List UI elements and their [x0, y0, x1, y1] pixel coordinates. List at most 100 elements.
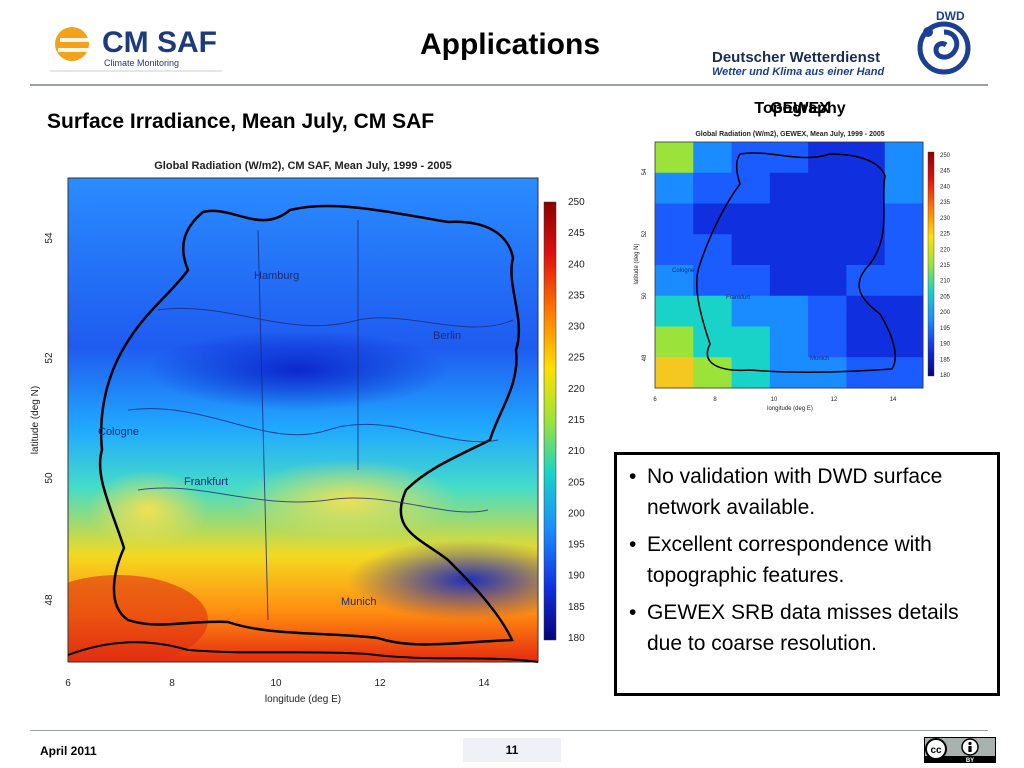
right-colorbar-tick: 185 — [940, 357, 951, 363]
gewex-grid-cell — [693, 172, 733, 204]
slide-title: Applications — [419, 28, 600, 61]
gewex-grid-cell — [808, 295, 847, 327]
gewex-grid-cell — [884, 203, 924, 235]
right-colorbar-tick: 215 — [940, 263, 951, 269]
gewex-grid-cell — [731, 326, 771, 358]
gewex-grid-cells — [655, 142, 924, 389]
right-colorbar-tick: 235 — [940, 200, 951, 206]
gewex-grid-cell — [846, 203, 886, 235]
gewex-grid-cell — [808, 265, 847, 297]
left-colorbar-tick: 180 — [568, 633, 585, 644]
left-city-munich: Munich — [341, 596, 376, 608]
left-y-label: latitude (deg N) — [30, 386, 41, 454]
header-divider — [30, 84, 988, 86]
right-y-tick: 50 — [642, 292, 648, 299]
germany-border-outline — [98, 204, 521, 646]
dwd-logo-badge: DWD — [936, 9, 965, 23]
cc-by-license-icon[interactable]: cc BY — [924, 737, 996, 764]
gewex-grid-cell — [731, 295, 771, 327]
gewex-grid-cell — [808, 203, 847, 235]
right-map-title: Global Radiation (W/m2), GEWEX, Mean Jul… — [695, 131, 884, 138]
left-colorbar-tick: 220 — [568, 384, 585, 395]
right-y-tick: 48 — [642, 354, 648, 361]
gewex-grid-cell — [693, 142, 733, 174]
right-colorbar-tick: 230 — [940, 216, 951, 222]
gewex-grid-cell — [769, 203, 809, 235]
cmsaf-logo-name: CM SAF — [102, 26, 217, 59]
left-x-tick: 6 — [65, 678, 71, 689]
gewex-grid-cell — [693, 357, 733, 389]
dwd-logo: Deutscher Wetterdienst Wetter und Klima … — [708, 4, 980, 78]
gewex-grid-cell — [769, 265, 809, 297]
dwd-emblem-icon — [917, 21, 971, 75]
gewex-grid-cell — [884, 142, 924, 174]
gewex-grid-cell — [846, 357, 886, 389]
left-y-tick: 50 — [44, 472, 55, 484]
left-city-cologne: Cologne — [98, 426, 139, 438]
left-map-title: Global Radiation (W/m2), CM SAF, Mean Ju… — [154, 160, 451, 172]
bullet-box: • No validation with DWD surface network… — [614, 452, 1000, 696]
cmsaf-logo: CM SAF Climate Monitoring — [50, 18, 222, 72]
bullet-text: Excellent correspondence with topographi… — [647, 533, 932, 587]
left-city-hamburg: Hamburg — [254, 270, 299, 282]
gewex-radiation-map: Global Radiation (W/m2), GEWEX, Mean Jul… — [630, 124, 968, 416]
gewex-grid-cell — [808, 172, 847, 204]
right-colorbar-tick: 220 — [940, 247, 951, 253]
gewex-grid-cell — [769, 326, 809, 358]
right-x-label: longitude (deg E) — [767, 406, 813, 412]
right-colorbar-tick: 195 — [940, 326, 951, 332]
right-x-tick: 10 — [771, 397, 778, 403]
gewex-grid-cell — [846, 142, 886, 174]
left-y-tick: 54 — [44, 232, 55, 244]
bullet-item: • GEWEX SRB data misses details due to c… — [627, 597, 987, 659]
left-colorbar-tick: 200 — [568, 508, 585, 519]
gewex-grid-cell — [846, 172, 886, 204]
left-colorbar-tick: 250 — [568, 197, 585, 208]
right-city-munich: Munich — [810, 356, 829, 362]
right-y-tick: 52 — [642, 230, 648, 237]
dwd-logo-name: Deutscher Wetterdienst — [712, 49, 880, 66]
bullet-symbol: • — [629, 601, 637, 624]
gewex-grid-cell — [655, 326, 694, 358]
gewex-grid-cell — [884, 295, 924, 327]
left-panel-heading: Surface Irradiance, Mean July, CM SAF — [47, 110, 435, 133]
left-colorbar-tick: 245 — [568, 228, 585, 239]
page-number: 11 — [463, 738, 561, 762]
left-colorbar-tick: 195 — [568, 540, 585, 551]
right-colorbar-tick: 200 — [940, 310, 951, 316]
bullet-symbol: • — [629, 533, 637, 556]
gewex-grid-cell — [731, 265, 771, 297]
right-x-tick: 14 — [890, 397, 897, 403]
dwd-logo-slogan: Wetter und Klima aus einer Hand — [712, 66, 884, 78]
gewex-grid-cell — [846, 326, 886, 358]
left-city-frankfurt: Frankfurt — [184, 476, 228, 488]
right-colorbar-tick: 210 — [940, 279, 951, 285]
gewex-grid-cell — [769, 295, 809, 327]
left-colorbar-tick: 185 — [568, 602, 585, 613]
gewex-grid-cell — [769, 172, 809, 204]
left-x-tick: 10 — [270, 678, 282, 689]
left-colorbar-tick: 205 — [568, 477, 585, 488]
right-colorbar-tick: 225 — [940, 232, 951, 238]
left-colorbar-tick: 225 — [568, 353, 585, 364]
footer-date: April 2011 — [40, 744, 97, 758]
cmsaf-radiation-map: Global Radiation (W/m2), CM SAF, Mean Ju… — [28, 150, 600, 712]
gewex-grid-cell — [655, 295, 694, 327]
gewex-grid-cell — [884, 357, 924, 389]
germany-border-outline-coarse — [695, 152, 896, 373]
right-colorbar — [927, 151, 935, 377]
left-colorbar-tick: 190 — [568, 571, 585, 582]
left-colorbar-tick: 240 — [568, 259, 585, 270]
left-x-tick: 14 — [478, 678, 490, 689]
gewex-grid-cell — [846, 265, 886, 297]
left-y-tick: 48 — [44, 594, 55, 606]
left-city-berlin: Berlin — [433, 330, 461, 342]
gewex-grid-cell — [769, 234, 809, 266]
left-x-label: longitude (deg E) — [265, 694, 341, 705]
left-colorbar-tick: 230 — [568, 322, 585, 333]
bullet-text: GEWEX SRB data misses details due to coa… — [647, 601, 959, 655]
right-x-tick: 8 — [713, 397, 717, 403]
gewex-grid-cell — [655, 265, 694, 297]
left-colorbar-tick: 210 — [568, 446, 585, 457]
left-y-tick: 52 — [44, 352, 55, 364]
